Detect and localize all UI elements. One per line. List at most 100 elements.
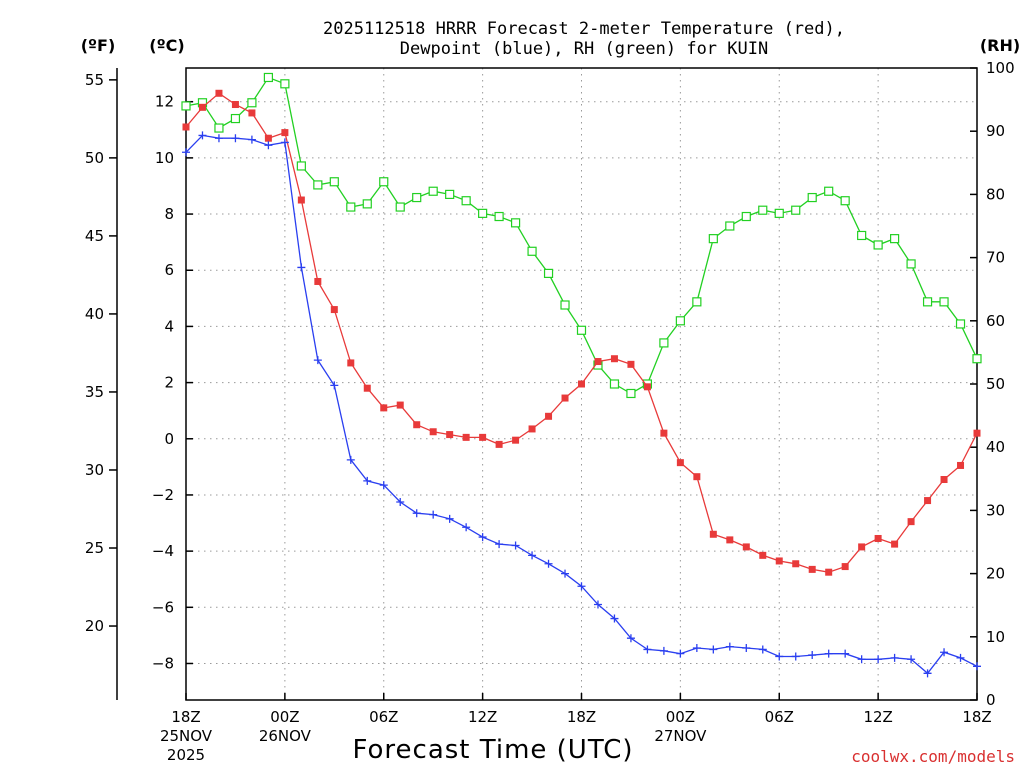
dewpoint-point	[544, 559, 553, 568]
celsius-tick-label: 0	[164, 430, 174, 448]
x-tick-label: 12Z	[863, 708, 892, 726]
dewpoint-point	[742, 644, 751, 653]
dewpoint-point	[940, 648, 949, 657]
dewpoint-point	[478, 533, 487, 542]
2-meter-temperature-point	[792, 560, 800, 568]
dewpoint-point	[758, 645, 767, 654]
rh-point	[494, 211, 504, 222]
rh-tick-label: 50	[986, 375, 1005, 393]
dewpoint-point	[610, 614, 619, 623]
dewpoint-point	[973, 662, 981, 671]
fahrenheit-tick-label: 35	[85, 383, 104, 401]
2-meter-temperature-point	[676, 459, 684, 467]
2-meter-temperature-point	[693, 473, 701, 481]
celsius-tick-label: −2	[152, 486, 174, 504]
fahrenheit-tick-label: 45	[85, 227, 104, 245]
tick-layer: 121086420−2−4−6−818Z25NOV202500Z26NOV06Z…	[85, 59, 1015, 764]
dewpoint-point	[379, 481, 388, 490]
dewpoint-point	[346, 455, 355, 464]
2-meter-temperature-point	[610, 355, 618, 363]
rh-point	[576, 325, 587, 335]
x-tick-label: 06Z	[369, 708, 398, 726]
celsius-tick-label: −8	[152, 654, 174, 672]
rh-point	[296, 161, 306, 171]
dewpoint-point	[923, 669, 932, 678]
celsius-tick-label: 6	[164, 261, 174, 279]
rh-point	[379, 177, 389, 187]
2-meter-temperature-point	[874, 534, 882, 542]
celsius-tick-label: 12	[155, 93, 174, 111]
x-tick-date-label: 27NOV	[654, 727, 707, 745]
rh-point	[626, 388, 636, 399]
2-meter-temperature-point	[462, 433, 470, 441]
2-meter-temperature-point	[627, 360, 635, 368]
rh-tick-label: 30	[986, 501, 1005, 519]
rh-point	[412, 192, 422, 203]
dewpoint-point	[626, 634, 635, 643]
dewpoint-point	[725, 642, 734, 651]
rh-point	[857, 230, 867, 241]
2-meter-temperature-point	[380, 404, 388, 412]
fahrenheit-tick-label: 20	[85, 617, 104, 635]
celsius-tick-label: −4	[152, 542, 174, 560]
2-meter-temperature-point	[940, 476, 948, 484]
rh-point	[824, 186, 834, 196]
dewpoint-point	[857, 655, 866, 664]
2-meter-temperature-point	[281, 129, 289, 137]
2-meter-temperature-point	[182, 123, 190, 131]
2-meter-temperature-point	[578, 380, 585, 388]
dewpoint-point	[429, 510, 438, 519]
rh-point	[510, 218, 521, 228]
2-meter-temperature-point	[775, 557, 783, 565]
rh-point	[708, 234, 718, 244]
credit-text: coolwx.com/models	[851, 747, 1015, 766]
x-tick-year-label: 2025	[167, 746, 205, 764]
2-meter-temperature-point	[808, 565, 816, 573]
dewpoint-point	[692, 644, 701, 653]
rh-point	[329, 177, 339, 187]
dewpoint-point	[198, 131, 207, 140]
rh-point	[725, 221, 735, 231]
fahrenheit-unit-label: (ºF)	[81, 36, 116, 55]
2-meter-temperature-point	[198, 103, 206, 111]
dewpoint-point	[363, 476, 372, 485]
x-tick-label: 18Z	[567, 708, 596, 726]
rh-point	[428, 186, 438, 196]
dewpoint-point	[643, 645, 652, 654]
rh-tick-label: 60	[986, 312, 1005, 330]
dewpoint-point	[264, 141, 273, 150]
rh-point	[972, 354, 982, 364]
rh-point	[873, 240, 883, 250]
dewpoint-point	[511, 541, 520, 550]
dewpoint-point	[890, 653, 899, 662]
rh-point	[560, 300, 570, 310]
rh-point	[692, 297, 702, 307]
dewpoint-point	[956, 653, 965, 662]
rh-point	[840, 196, 850, 206]
2-meter-temperature-point	[973, 429, 981, 437]
rh-point	[922, 297, 933, 307]
2-meter-temperature-point	[215, 89, 223, 97]
dewpoint-point	[808, 651, 817, 660]
rh-point	[906, 259, 916, 269]
rh-point	[230, 113, 241, 124]
2-meter-temperature-point	[759, 551, 767, 559]
rh-tick-label: 90	[986, 122, 1005, 140]
dewpoint-point	[659, 646, 668, 655]
fahrenheit-tick-label: 25	[85, 539, 104, 557]
dewpoint-point	[247, 135, 256, 144]
rh-point	[659, 338, 669, 348]
2-meter-temperature-point	[248, 109, 256, 117]
series-layer	[181, 72, 982, 678]
rh-point	[609, 379, 620, 389]
rh-tick-label: 70	[986, 249, 1005, 267]
2-meter-temperature-point	[231, 101, 239, 109]
rh-point	[939, 297, 949, 307]
rh-tick-label: 100	[986, 59, 1015, 77]
rh-point	[362, 199, 372, 209]
rh-point	[280, 79, 290, 89]
chart-title-line-2: Dewpoint (blue), RH (green) for KUIN	[400, 39, 768, 59]
2-meter-temperature-point	[594, 358, 602, 366]
2-meter-temperature-point	[742, 543, 750, 551]
celsius-tick-label: −6	[152, 598, 174, 616]
